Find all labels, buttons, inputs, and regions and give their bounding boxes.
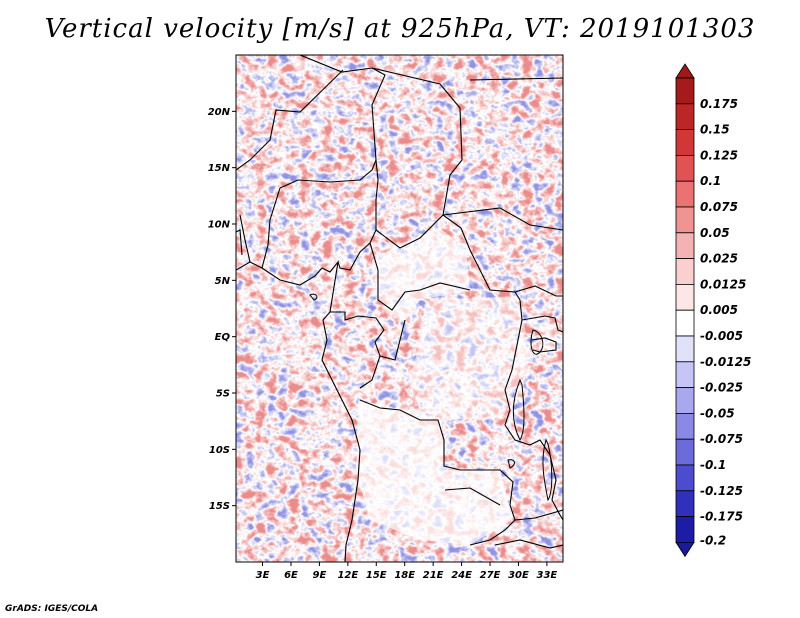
colorbar-label: -0.1	[700, 458, 726, 472]
map-frame	[235, 54, 564, 563]
lat-tick-label: EQ	[215, 332, 231, 343]
colorbar-swatch	[675, 283, 695, 311]
lat-tick-label: 10S	[209, 445, 230, 456]
colorbar: 0.175 0.15 0.125 0.1 0.075 0.05 0.025 0.0125 0.0…	[675, 63, 751, 558]
colorbar-label: 0.1	[700, 174, 721, 188]
colorbar-label: 0.15	[700, 123, 730, 137]
colorbar-swatch	[675, 180, 695, 208]
colorbar-label: -0.075	[700, 432, 743, 446]
colorbar-top-arrow	[675, 63, 695, 79]
colorbar-swatch	[675, 464, 695, 492]
colorbar-label: -0.125	[700, 484, 743, 498]
lon-tick-label: 6E	[284, 570, 298, 581]
colorbar-label: -0.2	[700, 533, 726, 547]
colorbar-swatch	[675, 258, 695, 285]
latitude-axis: 20N 15N 10N 5N EQ 5S 10S 15S	[208, 107, 236, 512]
colorbar-label: -0.05	[700, 406, 735, 420]
lon-tick-label: 21E	[423, 570, 444, 581]
colorbar-swatch	[675, 361, 695, 388]
lon-tick-label: 27E	[480, 570, 501, 581]
colorbar-label: -0.0125	[700, 355, 751, 369]
colorbar-label: 0.075	[700, 200, 738, 214]
colorbar-label: -0.005	[700, 329, 743, 343]
colorbar-swatch	[675, 154, 695, 182]
lon-tick-label: 12E	[337, 570, 358, 581]
lat-tick-label: 20N	[208, 107, 231, 118]
colorbar-label: 0.175	[700, 97, 738, 111]
colorbar-swatch	[675, 412, 695, 440]
lon-tick-label: 33E	[537, 570, 558, 581]
colorbar-swatch	[675, 309, 695, 337]
colorbar-swatch	[675, 206, 695, 234]
lon-tick-label: 30E	[508, 570, 529, 581]
velocity-field	[236, 55, 563, 562]
lon-tick-label: 9E	[313, 570, 327, 581]
colorbar-label: -0.175	[700, 510, 743, 524]
lat-tick-label: 15N	[208, 163, 231, 174]
lat-tick-label: 15S	[209, 501, 230, 512]
lon-tick-label: 18E	[394, 570, 415, 581]
colorbar-label: -0.025	[700, 381, 743, 395]
colorbar-swatch	[675, 129, 695, 156]
colorbar-swatch	[675, 387, 695, 414]
colorbar-label: 0.005	[700, 303, 738, 317]
colorbar-swatch	[675, 77, 695, 105]
figure-title: Vertical velocity [m/s] at 925hPa, VT: 2…	[44, 14, 756, 44]
colorbar-swatch	[675, 490, 695, 517]
colorbar-swatch	[675, 516, 695, 543]
colorbar-label: 0.05	[700, 226, 730, 240]
lon-tick-label: 24E	[451, 570, 472, 581]
colorbar-swatch	[675, 335, 695, 363]
lon-tick-label: 15E	[366, 570, 387, 581]
colorbar-label: 0.025	[700, 252, 738, 266]
longitude-axis: 3E 6E 9E 12E 15E 18E 21E 24E 27E 30E 33E	[256, 562, 558, 581]
lat-tick-label: 5S	[216, 389, 230, 400]
colorbar-label: 0.125	[700, 148, 738, 162]
colorbar-swatch	[675, 232, 695, 260]
country-borders	[236, 55, 563, 562]
colorbar-label: 0.0125	[700, 277, 746, 291]
colorbar-swatch	[675, 103, 695, 131]
lon-tick-label: 3E	[256, 570, 270, 581]
colorbar-bottom-arrow	[675, 542, 695, 558]
lat-tick-label: 5N	[215, 276, 231, 287]
grads-credit: GrADS: IGES/COLA	[5, 604, 99, 614]
lat-tick-label: 10N	[208, 220, 231, 231]
colorbar-swatch	[675, 438, 695, 466]
